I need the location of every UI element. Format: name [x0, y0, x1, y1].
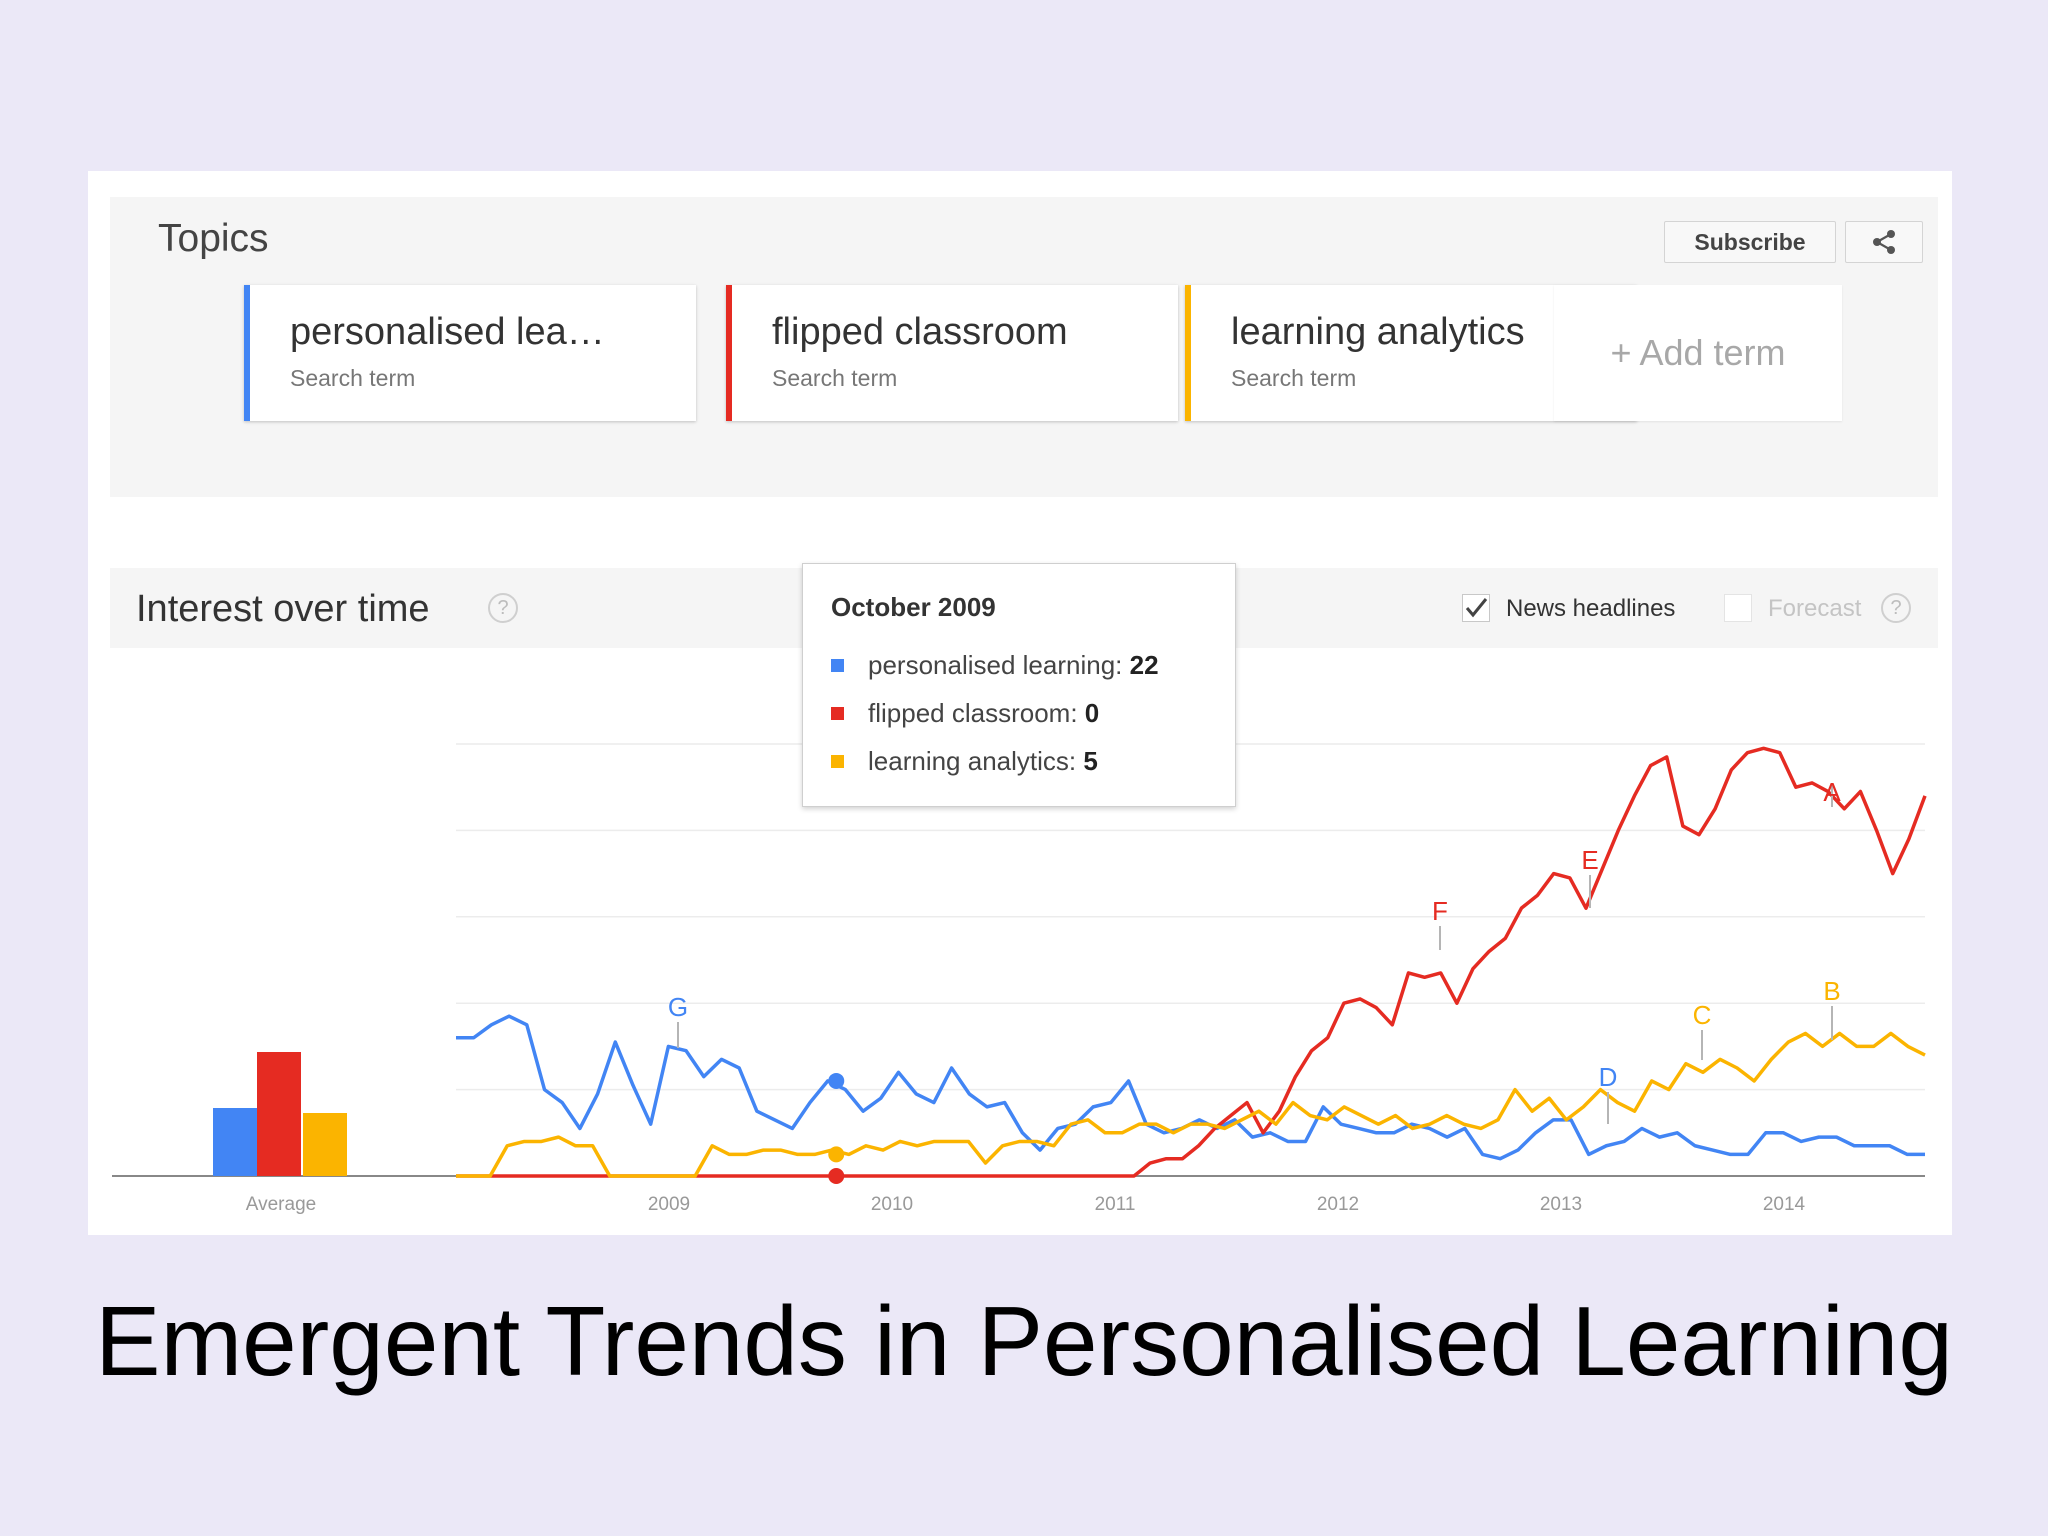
- annotation-e: E: [1581, 845, 1598, 875]
- slide-title: Emergent Trends in Personalised Learning: [95, 1286, 1953, 1396]
- share-icon: [1873, 230, 1895, 254]
- tooltip-title: October 2009: [831, 592, 996, 622]
- tooltip-row-label: learning analytics:: [868, 746, 1077, 776]
- x-tick-label: 2011: [1095, 1194, 1136, 1215]
- tooltip-row-value: 22: [1129, 650, 1159, 680]
- series-swatch: [831, 707, 844, 720]
- news-headlines-checkbox[interactable]: [1462, 594, 1490, 622]
- term-color-bar: [244, 285, 250, 421]
- annotation-g: G: [668, 992, 688, 1022]
- x-tick-label: 2009: [648, 1194, 690, 1215]
- topics-panel: Topics Subscribe personalised lea… Searc…: [110, 197, 1938, 497]
- series-swatch: [831, 659, 844, 672]
- forecast-label: Forecast: [1768, 595, 1862, 622]
- tooltip-row-value: 0: [1084, 698, 1100, 728]
- add-term-button[interactable]: + Add term: [1554, 285, 1842, 421]
- learning-analytics-line: [456, 1031, 1926, 1178]
- x-tick-label: 2014: [1763, 1194, 1806, 1215]
- highlight-point: [828, 1072, 845, 1089]
- tooltip-row-learning-analytics: learning analytics: 5: [831, 746, 1098, 777]
- help-icon[interactable]: ?: [488, 593, 518, 623]
- share-button[interactable]: [1845, 221, 1923, 263]
- term-card-personalised-learning[interactable]: personalised lea… Search term: [244, 285, 696, 421]
- personalised-learning-line: [456, 1014, 1925, 1161]
- x-tick-label: 2013: [1540, 1194, 1582, 1215]
- term-type: Search term: [290, 365, 416, 391]
- series-swatch: [831, 755, 844, 768]
- annotation-c: C: [1693, 1000, 1712, 1030]
- average-bar: [257, 1052, 301, 1176]
- news-headlines-label: News headlines: [1506, 595, 1676, 622]
- average-label: Average: [246, 1194, 316, 1215]
- term-color-bar: [726, 285, 732, 421]
- term-color-bar: [1185, 285, 1191, 421]
- term-card-flipped-classroom[interactable]: flipped classroom Search term: [726, 285, 1178, 421]
- tooltip-row-label: flipped classroom:: [868, 698, 1078, 728]
- forecast-help-icon[interactable]: ?: [1881, 593, 1911, 623]
- x-tick-label: 2010: [871, 1194, 913, 1215]
- tooltip-row-personalised-learning: personalised learning: 22: [831, 650, 1159, 681]
- highlight-point: [828, 1146, 845, 1163]
- term-type: Search term: [1231, 365, 1357, 391]
- annotation-f: F: [1432, 896, 1448, 926]
- trends-card: Topics Subscribe personalised lea… Searc…: [88, 171, 1952, 1235]
- chart-tooltip: October 2009 personalised learning: 22 f…: [802, 563, 1236, 807]
- forecast-checkbox[interactable]: [1724, 594, 1752, 622]
- annotation-b: B: [1823, 976, 1840, 1006]
- term-name: learning analytics: [1231, 311, 1525, 353]
- term-name: personalised lea…: [290, 311, 605, 353]
- term-name: flipped classroom: [772, 311, 1068, 353]
- annotation-d: D: [1599, 1062, 1618, 1092]
- topics-title: Topics: [158, 217, 269, 260]
- tooltip-row-flipped-classroom: flipped classroom: 0: [831, 698, 1099, 729]
- interest-title: Interest over time: [136, 588, 430, 630]
- tooltip-row-value: 5: [1083, 746, 1098, 776]
- average-bar: [303, 1113, 347, 1176]
- x-tick-label: 2012: [1317, 1194, 1359, 1215]
- highlight-point: [828, 1168, 845, 1184]
- checkmark-icon: [1465, 598, 1488, 618]
- term-type: Search term: [772, 365, 898, 391]
- subscribe-button[interactable]: Subscribe: [1664, 221, 1836, 263]
- flipped-classroom-line: [456, 746, 1927, 1178]
- tooltip-row-label: personalised learning:: [868, 650, 1123, 680]
- average-bar: [213, 1108, 257, 1176]
- annotation-a: A: [1823, 777, 1841, 807]
